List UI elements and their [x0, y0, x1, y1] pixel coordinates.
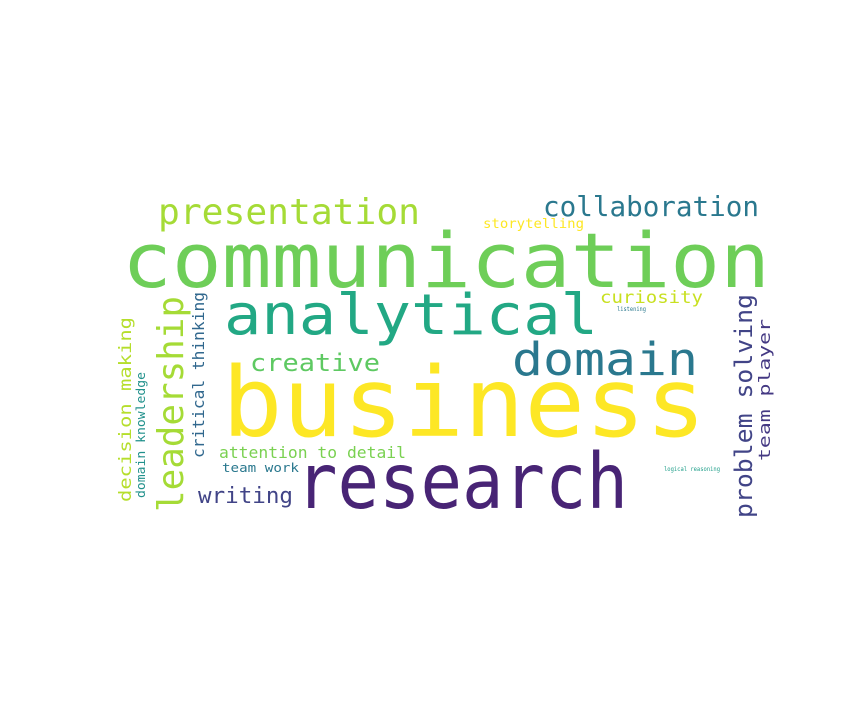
word-collaboration: collaboration [543, 190, 759, 223]
word-communication: communication [122, 216, 770, 305]
word-attention-to-detail: attention to detail [219, 443, 406, 462]
word-business: business [222, 347, 706, 459]
word-team-work: team work [222, 461, 300, 475]
word-team-player: team player [755, 319, 774, 461]
word-decision-making: decision making [116, 317, 136, 502]
word-critical-thinking: critical thinking [189, 292, 208, 458]
word-creative: creative [250, 349, 380, 377]
word-curiosity: curiosity [600, 288, 703, 308]
word-storytelling: storytelling [483, 217, 584, 232]
word-listening: listening [617, 306, 646, 313]
word-presentation: presentation [158, 192, 420, 233]
word-leadership: leadership [151, 296, 192, 512]
word-logical-reasoning: logical reasoning [664, 466, 720, 473]
word-analytical: analytical [224, 283, 598, 348]
word-problem-solving: problem solving [730, 294, 758, 518]
word-domain: domain [512, 333, 698, 386]
word-research: research [296, 438, 628, 527]
word-writing: writing [198, 484, 293, 509]
word-domain-knowledge: domain knowledge [134, 372, 148, 498]
words-layer: communicationbusinessresearchanalyticald… [116, 190, 774, 527]
